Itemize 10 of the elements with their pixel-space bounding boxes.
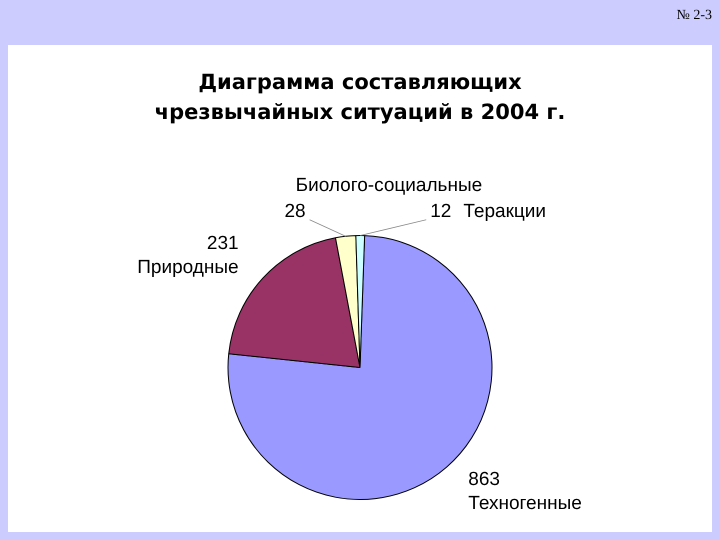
data-label: 863 (468, 469, 500, 490)
data-label: 28 (284, 200, 306, 222)
slice-label: Техногенные (468, 493, 582, 514)
data-label: 12 (430, 200, 452, 222)
chart-title: Диаграмма составляющих чрезвычайных ситуаций в 2004 г. (154, 69, 566, 126)
slice-label: Теракции (463, 200, 546, 222)
slice-label: Биолого-социальные (296, 174, 482, 196)
data-label: 231 (206, 232, 239, 254)
slice-label: Природные (137, 256, 239, 278)
text: № 2-3 (676, 8, 712, 24)
